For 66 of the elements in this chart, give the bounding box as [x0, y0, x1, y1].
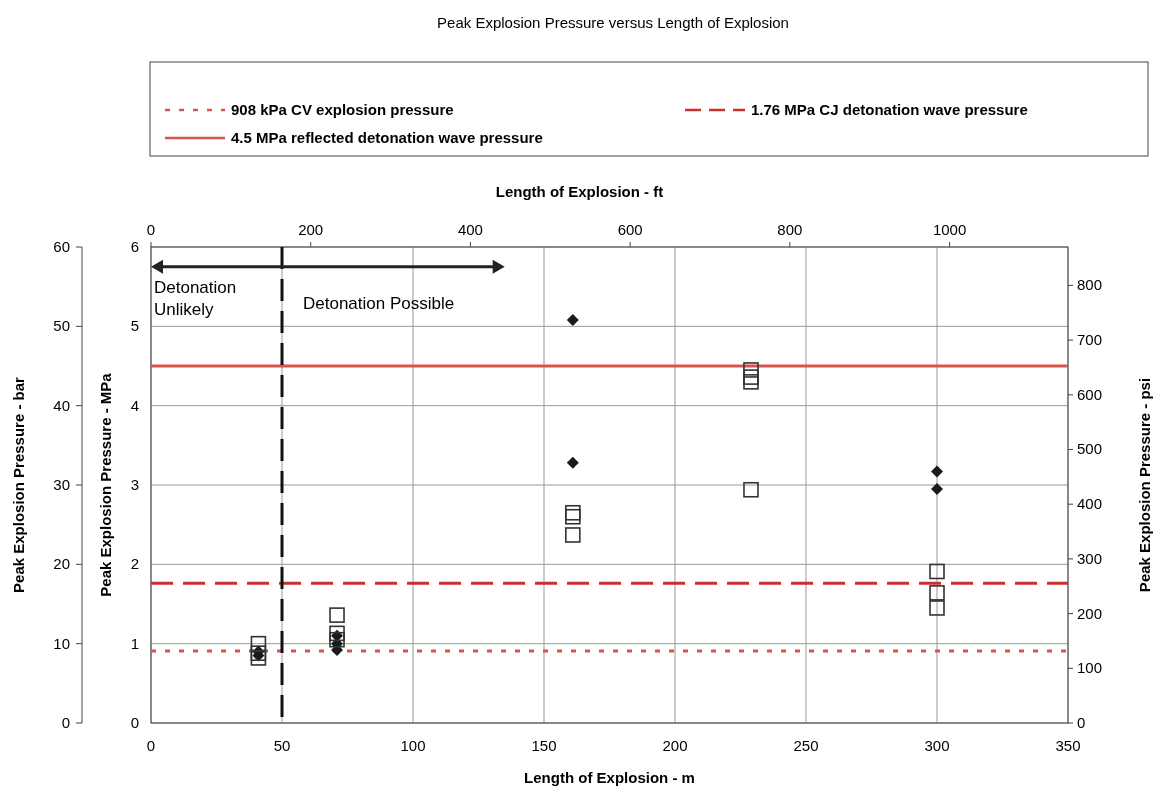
- x-tick-label: 200: [662, 737, 688, 754]
- y2-tick-label: 600: [1077, 385, 1103, 403]
- chart-title: Peak Explosion Pressure versus Length of Explosion: [437, 14, 789, 31]
- y2-tick-label: 800: [1077, 276, 1103, 294]
- legend-label: 1.76 MPa CJ detonation wave pressure: [751, 101, 1028, 118]
- y3-axis-title: Peak Explosion Pressure - bar: [10, 376, 27, 593]
- point: [566, 456, 579, 469]
- point: [743, 374, 759, 390]
- y-tick-label: 6: [130, 238, 139, 255]
- y2-tick-label: 0: [1077, 714, 1086, 731]
- y3-tick-label: 10: [53, 634, 70, 652]
- y-tick-label: 3: [130, 476, 139, 493]
- y2-tick-label: 100: [1077, 659, 1103, 677]
- y3-tick-label: 60: [53, 238, 70, 255]
- point: [743, 369, 759, 385]
- y-tick-label: 2: [130, 555, 139, 573]
- x2-tick-label: 800: [777, 221, 803, 238]
- y2-tick-label: 400: [1077, 495, 1103, 513]
- point: [743, 481, 759, 498]
- y-tick-label: 0: [130, 714, 139, 731]
- x2-tick-label: 1000: [932, 221, 967, 238]
- point: [929, 600, 945, 616]
- point: [565, 508, 581, 525]
- point: [929, 563, 945, 580]
- x-tick-label: 50: [273, 737, 291, 754]
- y2-tick-label: 300: [1077, 549, 1103, 567]
- annotation: Detonation Possible: [303, 294, 455, 313]
- point: [250, 650, 267, 666]
- x2-tick-label: 0: [146, 221, 156, 238]
- x2-tick-label: 600: [617, 221, 643, 238]
- y-tick-label: 1: [130, 634, 139, 652]
- x-axis-title: Length of Explosion - m: [524, 769, 695, 786]
- point: [931, 465, 943, 478]
- point: [329, 625, 345, 642]
- point: [565, 504, 581, 521]
- point: [329, 631, 345, 648]
- x-tick-label: 250: [793, 737, 819, 754]
- y3-tick-label: 20: [53, 555, 70, 573]
- y2-tick-label: 500: [1077, 440, 1103, 458]
- point: [329, 607, 345, 623]
- y2-tick-label: 200: [1077, 604, 1103, 622]
- y2-tick-label: 700: [1077, 331, 1103, 349]
- point: [929, 585, 945, 601]
- x2-axis-title: Length of Explosion - ft: [495, 183, 664, 200]
- x2-tick-label: 400: [457, 221, 483, 238]
- point: [565, 527, 581, 543]
- legend-label: 908 kPa CV explosion pressure: [231, 101, 454, 118]
- x-tick-label: 150: [531, 737, 557, 754]
- y3-tick-label: 50: [53, 317, 70, 335]
- y2-axis-title: Peak Explosion Pressure - psi: [1136, 377, 1153, 593]
- x-tick-label: 350: [1055, 737, 1081, 754]
- x-tick-label: 0: [146, 737, 156, 754]
- annotation: Detonation Unlikely: [154, 278, 237, 319]
- point: [931, 482, 943, 495]
- x-tick-label: 100: [400, 737, 426, 754]
- y3-tick-label: 0: [61, 714, 70, 731]
- x2-tick-label: 200: [298, 221, 324, 238]
- point: [566, 313, 579, 326]
- x-tick-label: 300: [924, 737, 950, 754]
- y-tick-label: 5: [130, 317, 139, 335]
- y3-tick-label: 30: [53, 476, 70, 493]
- y-axis-title: Peak Explosion Pressure - MPa: [97, 372, 114, 597]
- legend-label: 4.5 MPa reflected detonation wave pressure: [231, 129, 543, 146]
- y-tick-label: 4: [130, 396, 139, 414]
- y3-tick-label: 40: [53, 396, 70, 414]
- point: [743, 362, 759, 378]
